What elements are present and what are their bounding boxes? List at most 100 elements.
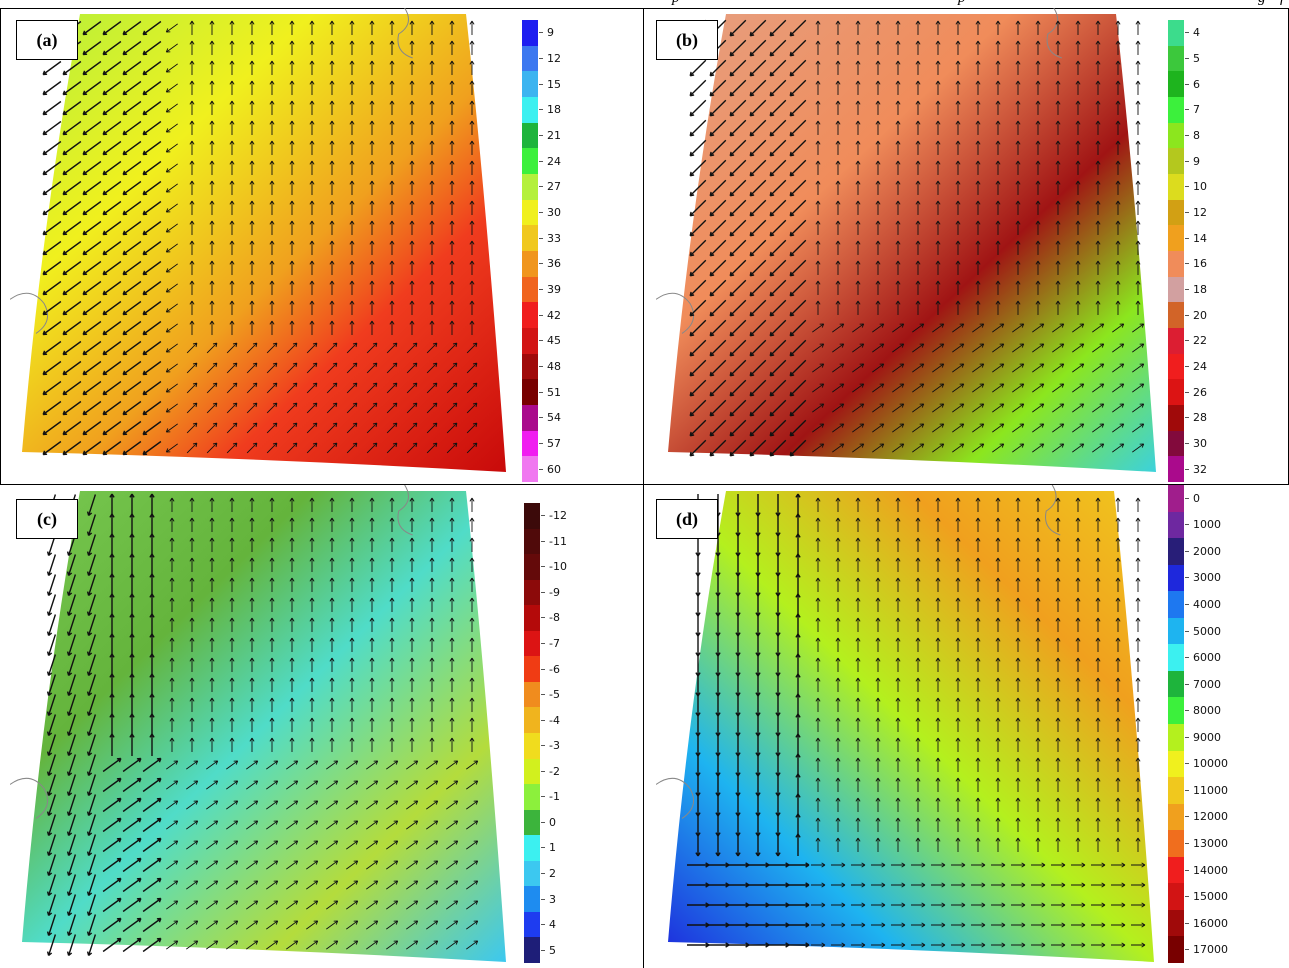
- wind-arrow: [972, 423, 985, 433]
- wind-arrow: [855, 637, 861, 652]
- wind-arrow: [1075, 200, 1081, 215]
- wind-arrow: [972, 443, 985, 453]
- wind-arrow: [755, 834, 761, 857]
- wind-arrow: [709, 359, 727, 377]
- colorbar-swatch: [1168, 251, 1184, 277]
- wind-arrow: [66, 714, 77, 737]
- wind-arrow: [975, 20, 981, 35]
- wind-arrow: [426, 442, 438, 454]
- wind-arrow: [815, 40, 821, 55]
- wind-arrow: [1015, 737, 1021, 752]
- wind-arrow: [955, 717, 961, 732]
- wind-arrow: [835, 260, 841, 275]
- wind-arrow: [875, 280, 881, 295]
- wind-arrow: [851, 942, 866, 948]
- wind-arrow: [871, 902, 886, 908]
- wind-arrow: [426, 900, 439, 910]
- wind-arrow: [306, 860, 319, 870]
- wind-arrow: [915, 220, 921, 235]
- wind-arrow: [42, 140, 62, 156]
- wind-arrow: [789, 319, 807, 337]
- wind-arrow: [246, 940, 259, 950]
- wind-arrow: [289, 577, 295, 592]
- wind-arrow: [369, 80, 375, 95]
- wind-arrow: [1035, 280, 1041, 295]
- wind-arrow: [769, 179, 787, 197]
- wind-arrow: [749, 379, 767, 397]
- wind-arrow: [309, 320, 315, 335]
- wind-arrow: [226, 382, 238, 394]
- wind-arrow: [1052, 443, 1065, 453]
- wind-arrow: [729, 279, 747, 297]
- colorbar-tick: [541, 745, 545, 747]
- wind-arrow: [975, 220, 981, 235]
- wind-arrow: [975, 597, 981, 612]
- wind-arrow: [466, 940, 479, 950]
- wind-arrow: [369, 220, 375, 235]
- wind-arrow: [46, 614, 57, 637]
- wind-arrow: [409, 280, 415, 295]
- wind-arrow: [249, 160, 255, 175]
- wind-arrow: [835, 517, 841, 532]
- wind-arrow: [815, 60, 821, 75]
- wind-arrow: [995, 180, 1001, 195]
- wind-arrow: [1095, 597, 1101, 612]
- wind-arrow: [466, 800, 479, 810]
- wind-arrow: [1095, 280, 1101, 295]
- wind-arrow: [955, 637, 961, 652]
- wind-arrow: [955, 677, 961, 692]
- wind-arrow: [1032, 363, 1045, 373]
- wind-arrow: [1075, 817, 1081, 832]
- colorbar-a-entry: 9: [522, 20, 554, 46]
- wind-arrow: [855, 717, 861, 732]
- wind-arrow: [209, 577, 215, 592]
- wind-arrow: [449, 80, 455, 95]
- wind-arrow: [102, 320, 122, 336]
- wind-arrow: [449, 100, 455, 115]
- wind-arrow: [409, 697, 415, 712]
- wind-arrow: [1035, 837, 1041, 852]
- wind-arrow: [46, 674, 57, 697]
- wind-arrow: [306, 402, 318, 414]
- wind-arrow: [729, 159, 747, 177]
- wind-arrow: [695, 634, 701, 657]
- wind-arrow: [1075, 517, 1081, 532]
- wind-arrow: [389, 240, 395, 255]
- wind-arrow: [975, 577, 981, 592]
- wind-arrow: [429, 240, 435, 255]
- wind-arrow: [935, 60, 941, 75]
- wind-arrow: [46, 934, 57, 957]
- panel-label-b: (b): [656, 20, 718, 60]
- wind-arrow: [109, 533, 115, 556]
- wind-arrow: [689, 379, 707, 397]
- wind-arrow: [349, 100, 355, 115]
- wind-arrow: [229, 180, 235, 195]
- wind-arrow: [769, 259, 787, 277]
- wind-arrow: [309, 597, 315, 612]
- wind-arrow: [346, 940, 359, 950]
- wind-arrow: [832, 323, 845, 333]
- wind-arrow: [102, 120, 122, 136]
- colorbar-swatch: [522, 430, 538, 457]
- wind-arrow: [855, 60, 861, 75]
- colorbar-tick: [539, 263, 543, 265]
- wind-arrow: [226, 840, 239, 850]
- wind-arrow: [306, 900, 319, 910]
- wind-arrow: [389, 737, 395, 752]
- wind-arrow: [832, 343, 845, 353]
- wind-arrow: [289, 260, 295, 275]
- colorbar-swatch: [522, 97, 538, 123]
- colorbar-swatch: [524, 784, 540, 810]
- wind-arrow: [142, 60, 162, 76]
- wind-arrow: [406, 820, 419, 830]
- wind-arrow: [249, 140, 255, 155]
- wind-arrow: [122, 120, 142, 136]
- wind-arrow: [329, 200, 335, 215]
- wind-arrow: [815, 737, 821, 752]
- wind-arrow: [1075, 797, 1081, 812]
- wind-arrow: [446, 920, 459, 930]
- wind-arrow: [709, 199, 727, 217]
- wind-arrow: [109, 653, 115, 676]
- wind-arrow: [1015, 657, 1021, 672]
- wind-arrow: [306, 940, 319, 950]
